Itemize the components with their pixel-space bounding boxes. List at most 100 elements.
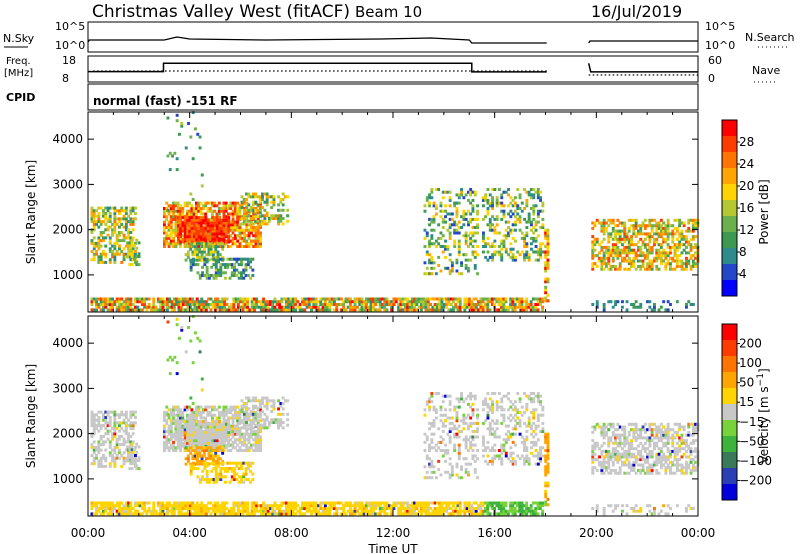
power-cell [259, 239, 262, 243]
power-cell [118, 225, 121, 229]
power-cell [365, 300, 368, 304]
power-cell [172, 242, 175, 246]
power-cell [502, 245, 506, 248]
power-cell [371, 308, 375, 312]
power-cell [97, 241, 101, 245]
power-cell [634, 251, 638, 255]
power-cell [484, 255, 488, 259]
power-cell [202, 300, 206, 304]
power-cell [664, 237, 668, 241]
power-cell [650, 251, 654, 255]
velocity-cell [245, 402, 248, 405]
power-cell [637, 254, 640, 258]
velocity-cell [188, 428, 192, 432]
power-cell [108, 212, 112, 215]
power-cell [217, 271, 220, 275]
velocity-cell [296, 504, 300, 508]
power-cell [426, 297, 430, 301]
power-cell [92, 220, 96, 224]
velocity-cell [97, 509, 101, 513]
power-cell [467, 209, 470, 213]
power-cell [650, 245, 654, 249]
velocity-cell [239, 501, 243, 505]
velocity-cell [326, 512, 330, 516]
power-cell [502, 239, 506, 243]
power-cell [513, 303, 517, 306]
power-cell [691, 254, 695, 258]
power-cell [129, 231, 133, 234]
power-cell [392, 297, 396, 301]
power-cell [525, 305, 529, 309]
power-cell [236, 300, 240, 304]
velocity-cell [182, 512, 185, 516]
power-cell [525, 245, 529, 248]
velocity-cell [216, 446, 220, 450]
power-cell [197, 235, 201, 239]
power-cell [600, 248, 604, 252]
power-cell [104, 206, 108, 210]
power-cell [195, 212, 198, 216]
power-cell [259, 231, 262, 235]
power-cell [426, 303, 430, 306]
power-cell [484, 196, 488, 200]
velocity-cell [294, 504, 297, 508]
power-cell [462, 196, 466, 200]
power-cell [593, 237, 597, 241]
velocity-cell [229, 427, 233, 431]
power-cell [267, 217, 271, 220]
power-cell [202, 308, 206, 312]
power-cell [462, 212, 466, 216]
velocity-cell [242, 412, 246, 416]
power-cell [251, 195, 255, 199]
velocity-cell [220, 411, 224, 414]
power-cell [525, 231, 529, 235]
velocity-cell [202, 425, 205, 429]
power-cell [92, 252, 96, 256]
power-cell [687, 218, 691, 222]
velocity-cell [140, 512, 144, 516]
power-cell [213, 221, 217, 225]
velocity-cell [130, 453, 134, 457]
y-tick-label: 1000 [52, 268, 83, 282]
power-cell [238, 204, 242, 208]
power-cell [691, 229, 695, 233]
velocity-cell [189, 446, 193, 450]
velocity-cell [197, 411, 201, 414]
velocity-cell [202, 504, 206, 508]
power-cell [159, 300, 163, 304]
power-cell [189, 260, 193, 264]
power-cell [215, 235, 219, 239]
velocity-cell [108, 421, 112, 425]
power-cell [220, 207, 224, 210]
velocity-cell [240, 467, 243, 471]
velocity-cell [106, 421, 110, 425]
velocity-cell [224, 446, 228, 450]
power-cell [213, 204, 217, 208]
power-cell [544, 277, 548, 281]
velocity-cell [181, 416, 185, 420]
power-cell [392, 303, 396, 306]
power-cell [181, 229, 185, 233]
velocity-cell [186, 433, 189, 437]
power-cell [277, 195, 280, 199]
velocity-cell [271, 507, 275, 510]
power-cell [178, 132, 181, 136]
power-cell [522, 308, 526, 312]
power-cell [473, 217, 477, 221]
power-cell [367, 300, 371, 304]
velocity-cell [207, 509, 211, 513]
power-cell [218, 305, 222, 309]
velocity-cell [190, 430, 194, 434]
power-cell [423, 272, 427, 276]
power-cell [92, 225, 96, 229]
power-cell [495, 198, 499, 202]
velocity-cell [218, 446, 222, 450]
power-cell [224, 201, 228, 205]
velocity-cell [214, 469, 218, 473]
power-cell [256, 219, 260, 223]
velocity-cell [231, 432, 235, 436]
power-cell [417, 305, 421, 309]
power-cell [242, 208, 246, 212]
power-cell [184, 300, 188, 304]
power-cell [516, 207, 520, 210]
